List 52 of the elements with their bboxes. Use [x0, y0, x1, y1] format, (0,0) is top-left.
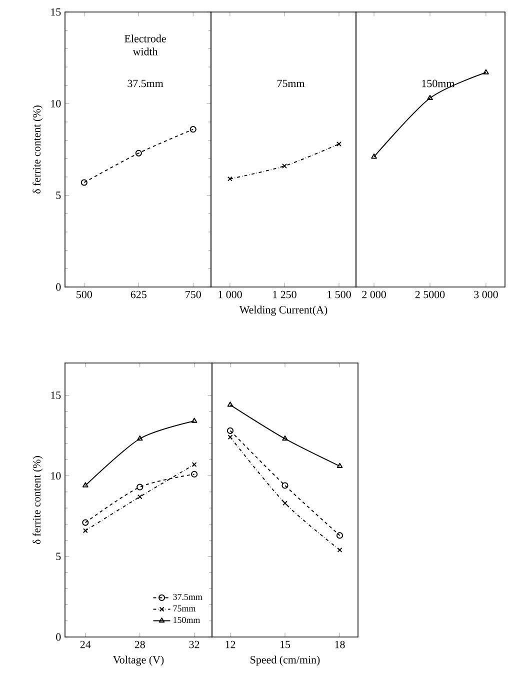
- point: [82, 519, 89, 526]
- x-tick-label: 1 500: [328, 290, 351, 298]
- series-label: 150mm: [422, 80, 455, 88]
- y-tick-label: 0: [56, 283, 61, 291]
- x-tick-label: 12: [226, 640, 236, 648]
- x-tick-label: 32: [189, 640, 200, 648]
- legend-label: 37.5mm: [173, 594, 202, 600]
- x-tick-label: 18: [335, 640, 345, 648]
- legend-label: 150mm: [174, 616, 200, 624]
- point: [136, 484, 144, 490]
- y-tick-label: 0: [56, 633, 61, 641]
- text: 75mm: [277, 80, 305, 88]
- point: [192, 462, 197, 468]
- point: [336, 532, 344, 539]
- y-tick-label: 10: [51, 100, 61, 108]
- x-tick-label: 750: [186, 290, 201, 298]
- y-axis-title: δ ferrite content (%): [32, 106, 43, 194]
- x-tick-label: 1 000: [218, 290, 242, 298]
- x-axis-title: Welding Current(A): [239, 306, 328, 316]
- y-tick-label: 15: [51, 392, 61, 399]
- point: [191, 470, 198, 478]
- point: [337, 547, 342, 552]
- point: [136, 435, 143, 441]
- point: [226, 427, 234, 434]
- point: [282, 435, 288, 441]
- point: [282, 500, 288, 506]
- legend-label: 75mm: [173, 605, 196, 612]
- point: [228, 434, 233, 440]
- x-tick-label: 625: [130, 290, 146, 298]
- x-tick-label: 2 000: [362, 290, 386, 298]
- y-tick-label: 5: [56, 552, 61, 560]
- text: 37.5mm: [128, 80, 164, 88]
- x-tick-label: 28: [134, 640, 145, 648]
- y-tick-label: 15: [51, 8, 61, 16]
- point: [82, 528, 88, 534]
- x-tick-label: 24: [80, 640, 91, 648]
- point: [135, 150, 142, 156]
- y-tick-label: 10: [51, 472, 61, 480]
- x-tick-label: 1 250: [273, 290, 296, 298]
- point: [282, 482, 288, 489]
- y-tick-label: 5: [56, 192, 61, 199]
- x-axis-title: Speed (cm/min): [250, 656, 320, 666]
- x-tick-label: 2 5000: [415, 290, 445, 298]
- point: [137, 494, 142, 500]
- x-tick-label: 15: [280, 640, 290, 648]
- point: [190, 126, 196, 133]
- x-tick-label: 500: [76, 290, 92, 298]
- point: [80, 179, 88, 186]
- x-tick-label: 3 000: [474, 290, 498, 298]
- y-axis-title: δ ferrite content (%): [32, 456, 43, 544]
- annotation: Electrode width: [124, 34, 166, 56]
- x-axis-title: Voltage (V): [113, 656, 164, 666]
